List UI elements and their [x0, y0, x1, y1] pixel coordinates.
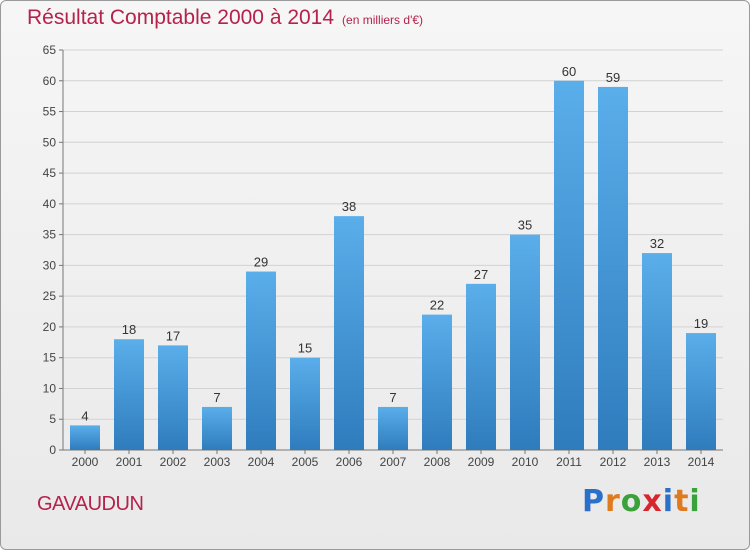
- y-tick-label: 45: [43, 166, 57, 180]
- y-tick-label: 15: [43, 351, 57, 365]
- y-tick-label: 40: [43, 197, 57, 211]
- bar-2007: [378, 406, 408, 450]
- x-tick-label: 2007: [380, 455, 407, 469]
- y-tick-label: 25: [43, 289, 57, 303]
- x-tick-label: 2003: [204, 455, 231, 469]
- data-label: 29: [254, 255, 268, 270]
- bar-2010: [510, 234, 540, 450]
- bar-2008: [422, 314, 452, 450]
- x-tick-label: 2001: [116, 455, 143, 469]
- x-tick-label: 2002: [160, 455, 187, 469]
- y-tick-label: 35: [43, 228, 57, 242]
- y-tick-label: 65: [43, 43, 57, 57]
- logo-letter: i: [689, 484, 701, 519]
- bar-2005: [290, 357, 320, 450]
- bar-layer: [70, 80, 716, 451]
- x-tick-label: 2014: [688, 455, 715, 469]
- chart-subtitle: (en milliers d'€): [342, 13, 424, 27]
- data-label: 59: [606, 70, 620, 85]
- y-tick-label: 0: [49, 443, 56, 457]
- x-tick-label: 2010: [512, 455, 539, 469]
- y-tick-label: 20: [43, 320, 57, 334]
- x-tick-label: 2006: [336, 455, 363, 469]
- data-label: 32: [650, 236, 664, 251]
- x-tick-label: 2005: [292, 455, 319, 469]
- logo-letter: i: [662, 484, 675, 519]
- x-tick-label: 2009: [468, 455, 495, 469]
- data-label: 17: [166, 328, 180, 343]
- logo-letter: x: [642, 484, 663, 519]
- commune-name: GAVAUDUN: [37, 493, 144, 515]
- data-label: 22: [430, 298, 444, 313]
- chart-title: Résultat Comptable 2000 à 2014 (en millie…: [27, 6, 423, 30]
- logo-letter: o: [620, 484, 643, 519]
- data-label: 60: [562, 64, 576, 79]
- bar-2003: [202, 406, 232, 450]
- chart-title-text: Résultat Comptable 2000 à 2014: [27, 6, 335, 29]
- y-tick-label: 30: [43, 258, 57, 272]
- axis-layer: 0 5 10 15 20 25 30 35 40 45 50 55 60 65 2000 2001 2002 20…: [43, 43, 723, 469]
- data-label: 19: [694, 316, 708, 331]
- data-label: 4: [81, 408, 88, 423]
- bar-2004: [246, 271, 276, 450]
- logo-letter: P: [582, 484, 605, 519]
- x-tick-label: 2013: [644, 455, 671, 469]
- label-layer: 4 18 17 7 29 15 38 7 22 27 35 60 59 32 19: [81, 64, 708, 424]
- data-label: 18: [122, 322, 136, 337]
- bar-2002: [158, 345, 188, 450]
- data-label: 38: [342, 199, 356, 214]
- bar-2006: [334, 216, 364, 450]
- y-tick-label: 5: [49, 412, 56, 426]
- bar-2000: [70, 425, 100, 450]
- x-tick-label: 2008: [424, 455, 451, 469]
- x-tick-label: 2000: [72, 455, 99, 469]
- data-label: 7: [389, 390, 396, 405]
- bar-2014: [686, 333, 716, 450]
- data-label: 15: [298, 341, 312, 356]
- bar-2012: [598, 86, 628, 450]
- y-tick-label: 10: [43, 381, 57, 395]
- bar-2001: [114, 339, 144, 450]
- bar-2011: [554, 80, 584, 451]
- bar-2009: [466, 283, 496, 450]
- data-label: 7: [213, 390, 220, 405]
- logo-letter: r: [605, 484, 621, 519]
- data-label: 27: [474, 267, 488, 282]
- logo-letter: t: [674, 484, 690, 519]
- x-tick-label: 2011: [556, 455, 582, 469]
- y-tick-label: 50: [43, 135, 57, 149]
- y-tick-label: 55: [43, 105, 57, 119]
- y-tick-label: 60: [43, 74, 57, 88]
- data-label: 35: [518, 218, 532, 233]
- proxiti-logo: Proxiti: [582, 484, 701, 519]
- x-tick-label: 2004: [248, 455, 275, 469]
- x-tick-label: 2012: [600, 455, 627, 469]
- bar-2013: [642, 253, 672, 450]
